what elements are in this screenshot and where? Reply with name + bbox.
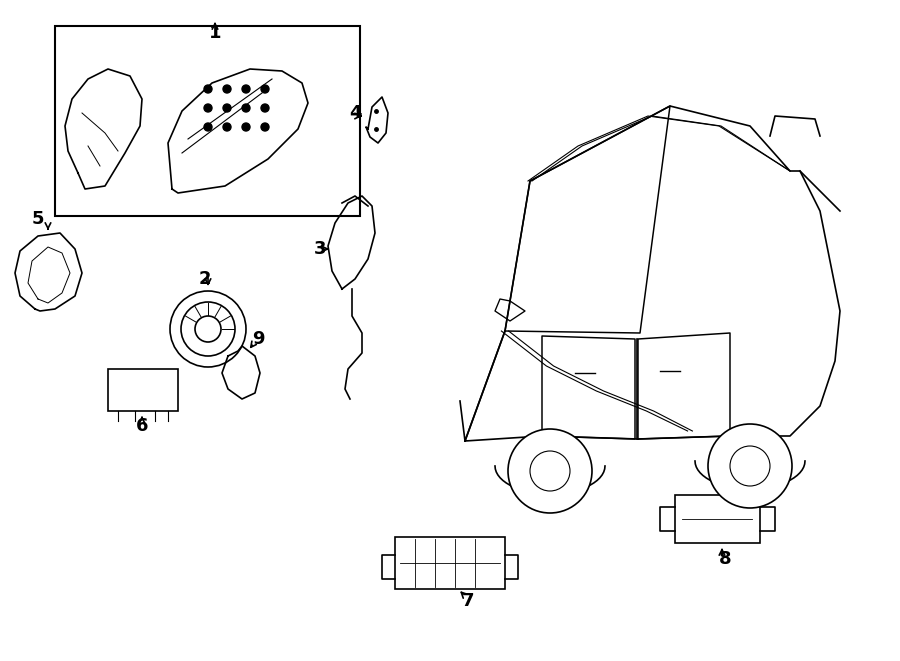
Circle shape	[730, 446, 770, 486]
Circle shape	[223, 85, 231, 93]
Text: 5: 5	[32, 210, 44, 228]
Circle shape	[181, 302, 235, 356]
Circle shape	[708, 424, 792, 508]
Circle shape	[530, 451, 570, 491]
Text: 6: 6	[136, 417, 149, 435]
Bar	[395, 537, 505, 589]
Text: 9: 9	[252, 330, 265, 348]
Circle shape	[195, 316, 221, 342]
Circle shape	[223, 123, 231, 131]
Text: 2: 2	[199, 270, 212, 288]
Circle shape	[170, 291, 246, 367]
Text: 8: 8	[719, 550, 732, 568]
Bar	[675, 495, 760, 543]
Circle shape	[261, 104, 269, 112]
Circle shape	[508, 429, 592, 513]
Circle shape	[204, 85, 212, 93]
Text: 1: 1	[209, 24, 221, 42]
Circle shape	[204, 104, 212, 112]
Text: 4: 4	[349, 104, 361, 122]
Circle shape	[204, 123, 212, 131]
Circle shape	[223, 104, 231, 112]
Circle shape	[261, 123, 269, 131]
Bar	[108, 369, 178, 411]
Circle shape	[242, 85, 250, 93]
Circle shape	[242, 104, 250, 112]
Circle shape	[242, 123, 250, 131]
Circle shape	[261, 85, 269, 93]
Text: 7: 7	[462, 592, 474, 610]
Bar	[55, 26, 360, 216]
Text: 3: 3	[314, 240, 326, 258]
